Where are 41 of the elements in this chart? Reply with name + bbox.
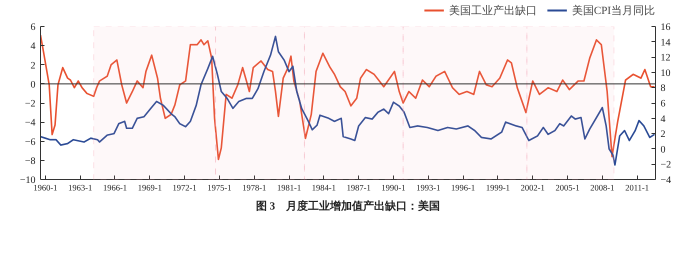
y-tick-label: −8 (24, 156, 36, 167)
x-tick-label: 1960-1 (33, 182, 58, 192)
y2-tick-label: 16 (660, 22, 670, 33)
y-tick-label: 6 (30, 22, 36, 33)
x-tick-label: 1996-1 (451, 182, 476, 192)
x-tick-label: 1987-1 (346, 182, 371, 192)
x-tick-label: 2011-1 (625, 182, 650, 192)
y-tick-label: −2 (24, 98, 36, 110)
y2-tick-label: 6 (660, 98, 666, 110)
y-tick-label: −10 (20, 175, 36, 186)
text: 图 3 月度工业增加值产出缺口：美国 (256, 200, 440, 212)
x-tick-label: 1969-1 (138, 182, 162, 192)
x-tick-label: 1966-1 (102, 182, 128, 192)
x-tick-label: 2008-1 (590, 182, 614, 192)
y2-tick-label: −4 (660, 175, 672, 186)
y2-tick-label: −2 (660, 160, 672, 171)
y2-tick-label: 12 (660, 52, 670, 64)
x-tick-label: 1984-1 (312, 182, 336, 192)
y-tick-label: −4 (24, 118, 36, 129)
y-tick-label: −6 (24, 136, 36, 148)
legend-label: 美国CPI当月同比 (572, 4, 655, 18)
y2-tick-label: 10 (660, 68, 670, 79)
x-tick-label: 1990-1 (381, 182, 406, 192)
x-tick-label: 2002-1 (520, 182, 545, 192)
x-tick-label: 1972-1 (172, 182, 197, 192)
y2-tick-label: 2 (660, 129, 666, 140)
x-tick-label: 1978-1 (242, 182, 266, 192)
x-tick-label: 1981-1 (277, 182, 302, 192)
y-tick-label: 2 (30, 60, 36, 72)
x-tick-label: 1975-1 (207, 182, 232, 192)
x-tick-label: 1993-1 (416, 182, 440, 192)
y-tick-label: 4 (30, 41, 36, 52)
y2-tick-label: 14 (660, 37, 670, 48)
legend-label: 美国工业产出缺口 (448, 4, 537, 18)
x-tick-label: 1963-1 (68, 182, 92, 192)
y2-tick-label: 4 (660, 114, 666, 125)
y2-tick-label: 8 (660, 83, 666, 94)
x-tick-label: 1999-1 (486, 182, 510, 192)
x-tick-label: 2005-1 (555, 182, 580, 192)
y-tick-label: 0 (30, 79, 36, 90)
y2-tick-label: 0 (660, 144, 666, 156)
